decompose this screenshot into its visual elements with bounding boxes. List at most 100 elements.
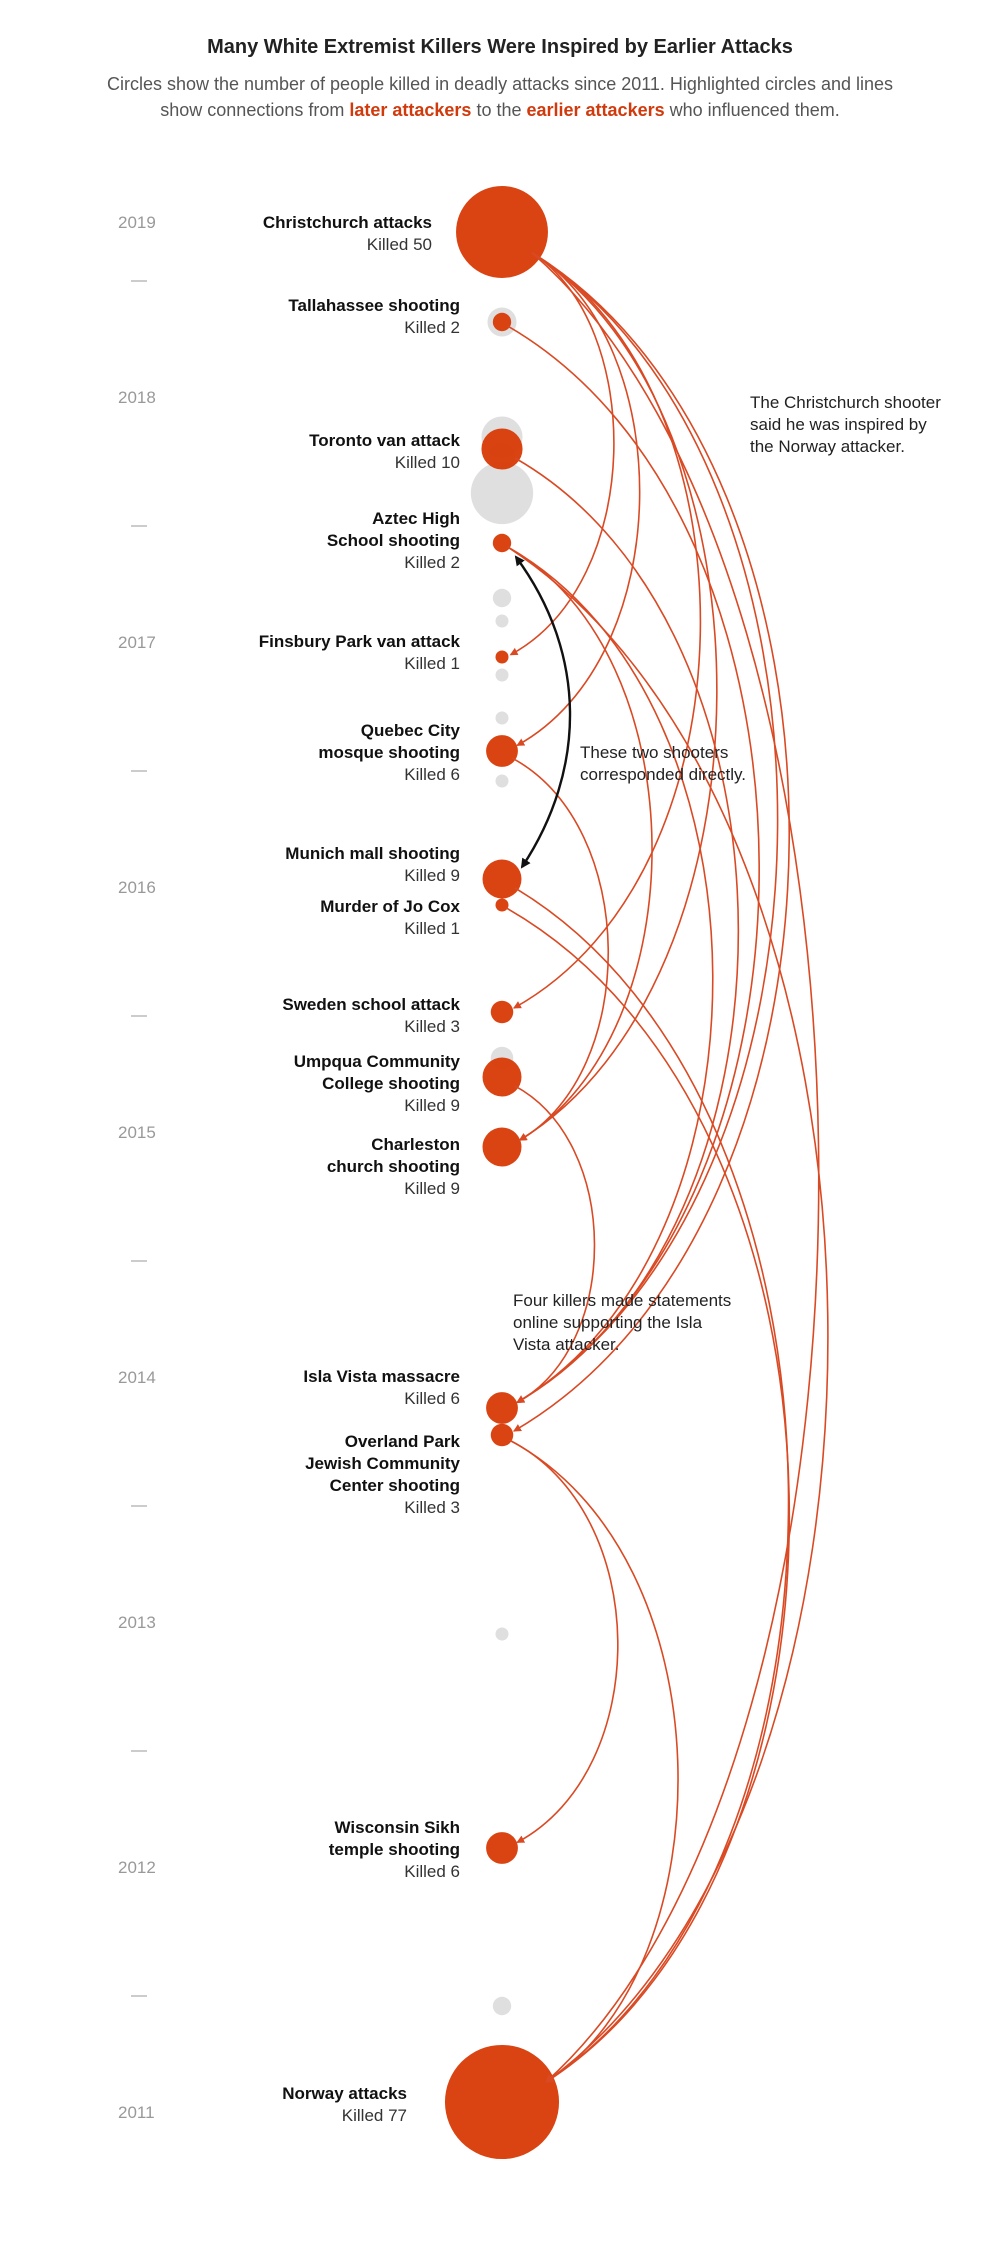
connection-christchurch-to-islavista bbox=[516, 252, 779, 1404]
attack-name-wisconsin: temple shooting bbox=[329, 1840, 460, 1859]
attack-killed-quebec: Killed 6 bbox=[404, 765, 460, 784]
other-attack-circle bbox=[492, 588, 512, 608]
attack-killed-sweden: Killed 3 bbox=[404, 1017, 460, 1036]
connection-lines-layer bbox=[505, 251, 829, 2083]
connection-aztec-to-norway bbox=[507, 546, 829, 2083]
attack-circle-quebec bbox=[486, 735, 518, 767]
year-label-2013: 2013 bbox=[118, 1613, 156, 1632]
attack-killed-tallahassee: Killed 2 bbox=[404, 318, 460, 337]
annotation-islavista: Four killers made statements bbox=[513, 1291, 731, 1310]
subtitle-text-3: who influenced them. bbox=[664, 100, 840, 120]
other-attack-circle bbox=[470, 461, 534, 525]
connection-christchurch-to-overland bbox=[513, 252, 790, 1432]
subtitle-text-2: to the bbox=[471, 100, 527, 120]
attack-name-overland: Overland Park bbox=[345, 1432, 461, 1451]
other-attack-circle bbox=[492, 1996, 512, 2016]
attack-killed-norway: Killed 77 bbox=[342, 2106, 407, 2125]
connection-overland-to-norway bbox=[508, 1439, 679, 2083]
attack-killed-finsbury: Killed 1 bbox=[404, 654, 460, 673]
attack-name-overland: Jewish Community bbox=[305, 1454, 460, 1473]
connection-munich-to-norway bbox=[514, 887, 790, 2083]
other-attack-circle bbox=[495, 1627, 509, 1641]
attack-name-islavista: Isla Vista massacre bbox=[303, 1367, 460, 1386]
year-axis: 2019 2018 2017 2016 2015 2014 2013 2012 2011 bbox=[118, 213, 156, 2122]
attack-circle-wisconsin bbox=[486, 1832, 518, 1864]
annotation-norway: the Norway attacker. bbox=[750, 437, 905, 456]
attack-killed-umpqua: Killed 9 bbox=[404, 1096, 460, 1115]
attack-circle-islavista bbox=[486, 1392, 518, 1424]
annotation-direct: corresponded directly. bbox=[580, 765, 746, 784]
connection-toronto-to-islavista bbox=[514, 457, 740, 1404]
attack-killed-overland: Killed 3 bbox=[404, 1498, 460, 1517]
connection-umpqua-to-islavista bbox=[514, 1085, 596, 1404]
attack-name-quebec: Quebec City bbox=[361, 721, 461, 740]
attack-circle-charleston bbox=[482, 1127, 522, 1167]
attack-name-aztec: Aztec High bbox=[372, 509, 460, 528]
connection-christchurch-to-finsbury bbox=[509, 252, 615, 656]
connection-aztec-to-islavista bbox=[507, 546, 714, 1404]
earlier-attackers-label: earlier attackers bbox=[526, 100, 665, 120]
year-label-2012: 2012 bbox=[118, 1858, 156, 1877]
annotations-layer: The Christchurch shooter said he was insp… bbox=[513, 393, 941, 1354]
direct-correspondence-arrow bbox=[514, 555, 572, 869]
chart-header: Many White Extremist Killers Were Inspir… bbox=[0, 36, 1000, 123]
attack-name-sweden: Sweden school attack bbox=[282, 995, 460, 1014]
attack-name-overland: Center shooting bbox=[330, 1476, 460, 1495]
annotation-norway: said he was inspired by bbox=[750, 415, 927, 434]
year-label-2018: 2018 bbox=[118, 388, 156, 407]
connection-jocox-to-norway bbox=[505, 907, 790, 2083]
other-attack-circle bbox=[495, 711, 509, 725]
subtitle-text-1: Circles show the number of people killed… bbox=[106, 74, 894, 120]
attack-name-norway: Norway attacks bbox=[282, 2084, 407, 2103]
attack-killed-munich: Killed 9 bbox=[404, 866, 460, 885]
later-attackers-label: later attackers bbox=[349, 100, 472, 120]
attack-name-christchurch: Christchurch attacks bbox=[263, 213, 432, 232]
attack-name-umpqua: Umpqua Community bbox=[294, 1052, 461, 1071]
attack-circle-finsbury bbox=[495, 650, 509, 664]
connection-christchurch-to-norway bbox=[531, 252, 820, 2083]
attack-circle-sweden bbox=[490, 1000, 514, 1024]
attack-name-toronto: Toronto van attack bbox=[309, 431, 460, 450]
attack-circle-overland bbox=[490, 1423, 514, 1447]
attack-name-umpqua: College shooting bbox=[322, 1074, 460, 1093]
attack-killed-wisconsin: Killed 6 bbox=[404, 1862, 460, 1881]
highlighted-attacks-layer bbox=[444, 186, 560, 2160]
attack-killed-aztec: Killed 2 bbox=[404, 553, 460, 572]
annotation-islavista: online supporting the Isla bbox=[513, 1313, 703, 1332]
attack-circle-umpqua bbox=[482, 1057, 522, 1097]
attack-circle-munich bbox=[482, 859, 522, 899]
attack-name-quebec: mosque shooting bbox=[318, 743, 460, 762]
attack-name-wisconsin: Wisconsin Sikh bbox=[335, 1818, 460, 1837]
attack-killed-christchurch: Killed 50 bbox=[367, 235, 432, 254]
attack-circle-tallahassee bbox=[492, 312, 512, 332]
year-label-2011: 2011 bbox=[118, 2103, 155, 2122]
attack-name-charleston: church shooting bbox=[327, 1157, 460, 1176]
other-attack-circle bbox=[495, 774, 509, 788]
other-attack-circle bbox=[495, 668, 509, 682]
connection-tallahassee-to-islavista bbox=[507, 325, 760, 1404]
connection-christchurch-to-quebec bbox=[516, 251, 641, 747]
attack-circle-christchurch bbox=[456, 186, 548, 278]
attack-circle-aztec bbox=[492, 533, 512, 553]
chart-title: Many White Extremist Killers Were Inspir… bbox=[207, 36, 793, 58]
attack-name-aztec: School shooting bbox=[327, 531, 460, 550]
attack-killed-charleston: Killed 9 bbox=[404, 1179, 460, 1198]
year-label-2014: 2014 bbox=[118, 1368, 156, 1387]
connection-aztec-to-charleston bbox=[507, 546, 653, 1141]
other-attack-circle bbox=[495, 614, 509, 628]
attack-name-charleston: Charleston bbox=[371, 1135, 460, 1154]
attack-killed-jocox: Killed 1 bbox=[404, 919, 460, 938]
attack-killed-toronto: Killed 10 bbox=[395, 453, 460, 472]
annotation-islavista: Vista attacker. bbox=[513, 1335, 619, 1354]
connection-overland-to-wisconsin bbox=[508, 1439, 619, 1844]
chart-subtitle: Circles show the number of people killed… bbox=[90, 71, 910, 123]
year-label-2017: 2017 bbox=[118, 633, 156, 652]
year-label-2016: 2016 bbox=[118, 878, 156, 897]
attack-name-finsbury: Finsbury Park van attack bbox=[259, 632, 461, 651]
annotation-norway: The Christchurch shooter bbox=[750, 393, 941, 412]
year-label-2015: 2015 bbox=[118, 1123, 156, 1142]
attack-name-tallahassee: Tallahassee shooting bbox=[288, 296, 460, 315]
attack-circle-jocox bbox=[495, 898, 509, 912]
connection-christchurch-to-sweden bbox=[513, 251, 702, 1009]
attack-name-munich: Munich mall shooting bbox=[285, 844, 460, 863]
